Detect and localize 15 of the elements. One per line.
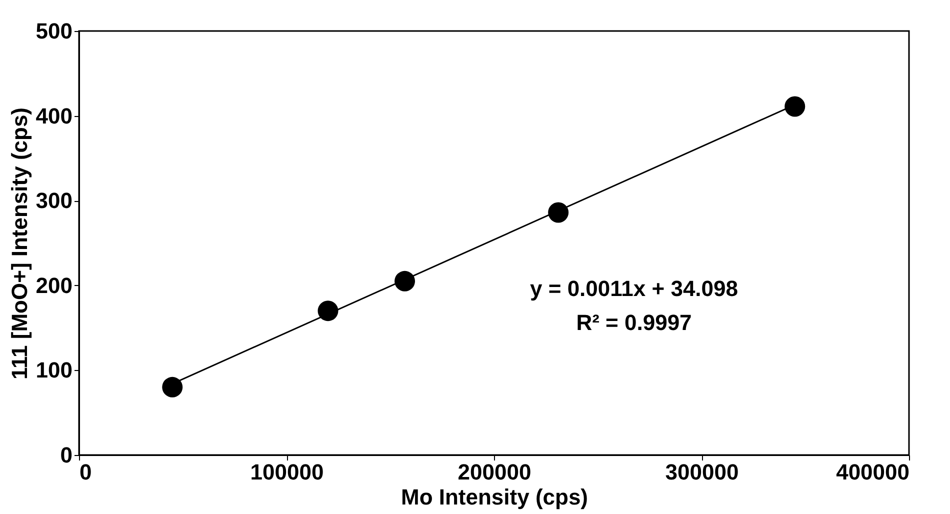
annotation: R² = 0.9997: [576, 310, 692, 335]
y-tick-label: 100: [36, 358, 72, 383]
x-axis-title: Mo Intensity (cps): [400, 484, 588, 510]
y-tick-label: 400: [36, 103, 72, 128]
y-axis-title: 111 [MoO+] Intensity (cps): [6, 107, 32, 380]
y-tick-label: 500: [36, 18, 72, 44]
x-tick-label: 0: [80, 460, 92, 484]
y-tick-label: 200: [36, 272, 72, 298]
x-tick-label: 400000: [836, 460, 910, 484]
y-tick-label: 0: [60, 442, 72, 468]
annotation: y = 0.0011x + 34.098: [530, 276, 738, 301]
x-tick-label: 100000: [250, 460, 324, 484]
x-tick-label: 300000: [665, 460, 739, 484]
x-tick-label: 200000: [458, 460, 532, 484]
y-tick-label: 300: [36, 188, 72, 214]
